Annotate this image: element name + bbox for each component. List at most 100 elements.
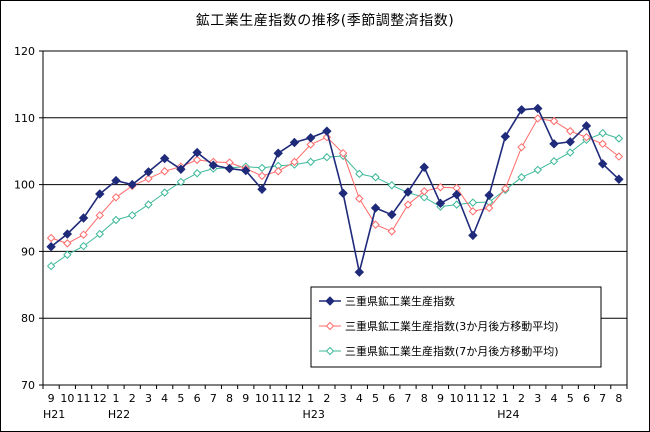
data-point: [371, 220, 380, 229]
data-point: [420, 193, 429, 202]
legend-label: 三重県鉱工業生産指数(3か月後方移動平均): [345, 319, 559, 333]
data-point: [176, 177, 186, 187]
x-tick-label: 5: [177, 392, 184, 405]
legend-label: 三重県鉱工業生産指数: [345, 294, 455, 308]
legend-item: 三重県鉱工業生産指数: [319, 294, 455, 308]
data-point: [403, 187, 413, 197]
data-point: [436, 183, 445, 192]
data-point: [355, 194, 364, 203]
x-tick-label: 11: [271, 392, 285, 405]
data-point: [128, 211, 137, 220]
x-tick-label: 4: [161, 392, 168, 405]
y-tick-label: 120: [14, 45, 35, 58]
data-point: [63, 239, 72, 248]
x-tick-label: 7: [405, 392, 412, 405]
x-tick-label: 6: [583, 392, 590, 405]
data-point: [354, 267, 365, 277]
data-point: [46, 242, 56, 252]
x-tick-label: 10: [60, 392, 74, 405]
data-point: [517, 173, 526, 182]
data-point: [355, 169, 364, 179]
data-point: [614, 174, 624, 184]
data-point: [159, 153, 170, 164]
data-point: [62, 229, 73, 239]
legend-item: 三重県鉱工業生産指数(7か月後方移動平均): [319, 344, 559, 358]
data-point: [143, 167, 154, 177]
legend-marker: [325, 296, 335, 306]
data-point: [95, 211, 104, 220]
x-tick-label: 1: [307, 392, 314, 405]
x-tick-label: 12: [287, 392, 301, 405]
data-point: [549, 139, 559, 149]
data-point: [598, 139, 607, 149]
data-point: [566, 126, 575, 136]
x-tick-label: 6: [194, 392, 201, 405]
x-tick-label: 9: [242, 392, 249, 405]
chart-title: 鉱工業生産指数の推移(季節調整済指数): [195, 13, 455, 29]
data-point: [484, 203, 494, 213]
year-label: H24: [497, 408, 519, 421]
data-point: [451, 189, 462, 200]
x-tick-label: 4: [551, 392, 558, 405]
x-tick-label: 2: [323, 392, 330, 405]
data-point: [500, 131, 511, 142]
data-point: [322, 132, 332, 142]
x-tick-label: 1: [113, 392, 120, 405]
data-point: [387, 227, 396, 236]
data-point: [468, 207, 478, 216]
data-point: [549, 157, 559, 166]
x-tick-label: 5: [372, 392, 379, 405]
data-point: [582, 132, 591, 142]
data-point: [306, 157, 315, 167]
data-point: [46, 261, 56, 271]
data-point: [597, 159, 608, 169]
data-point: [371, 173, 380, 182]
data-point: [516, 105, 527, 115]
data-point: [387, 209, 397, 220]
legend-marker: [325, 321, 335, 331]
data-point: [533, 114, 542, 123]
data-point: [533, 165, 542, 175]
legend-item: 三重県鉱工業生産指数(3か月後方移動平均): [319, 319, 559, 333]
x-tick-label: 2: [518, 392, 525, 405]
data-point: [338, 188, 348, 198]
data-point: [257, 184, 267, 194]
data-point: [257, 163, 267, 173]
data-point: [565, 137, 575, 147]
data-point: [566, 148, 575, 157]
data-point: [403, 200, 413, 209]
data-point: [160, 188, 169, 197]
data-point: [322, 126, 332, 136]
y-tick-label: 70: [21, 379, 35, 392]
x-tick-label: 7: [599, 392, 606, 405]
year-label: H22: [108, 408, 130, 421]
data-point: [192, 169, 202, 178]
data-point: [387, 181, 396, 190]
data-point: [306, 140, 315, 149]
year-label: H21: [43, 408, 65, 421]
x-tick-label: 8: [615, 392, 622, 405]
data-point: [111, 193, 121, 202]
x-tick-label: 7: [210, 392, 217, 405]
data-point: [176, 164, 186, 174]
data-point: [79, 241, 88, 251]
y-tick-label: 110: [14, 112, 35, 125]
data-point: [419, 162, 429, 172]
data-point: [111, 215, 121, 225]
data-point: [484, 190, 494, 200]
data-point: [614, 152, 624, 161]
x-tick-label: 3: [340, 392, 347, 405]
data-point: [290, 157, 299, 167]
data-point: [127, 179, 137, 190]
year-label: H23: [303, 408, 325, 421]
data-point: [111, 175, 121, 186]
data-point: [501, 184, 510, 193]
series-2: [46, 114, 624, 248]
x-tick-label: 3: [145, 392, 152, 405]
data-point: [289, 137, 300, 148]
data-point: [208, 160, 219, 170]
data-point: [78, 213, 89, 223]
data-point: [144, 200, 153, 209]
series-3: [46, 128, 624, 271]
